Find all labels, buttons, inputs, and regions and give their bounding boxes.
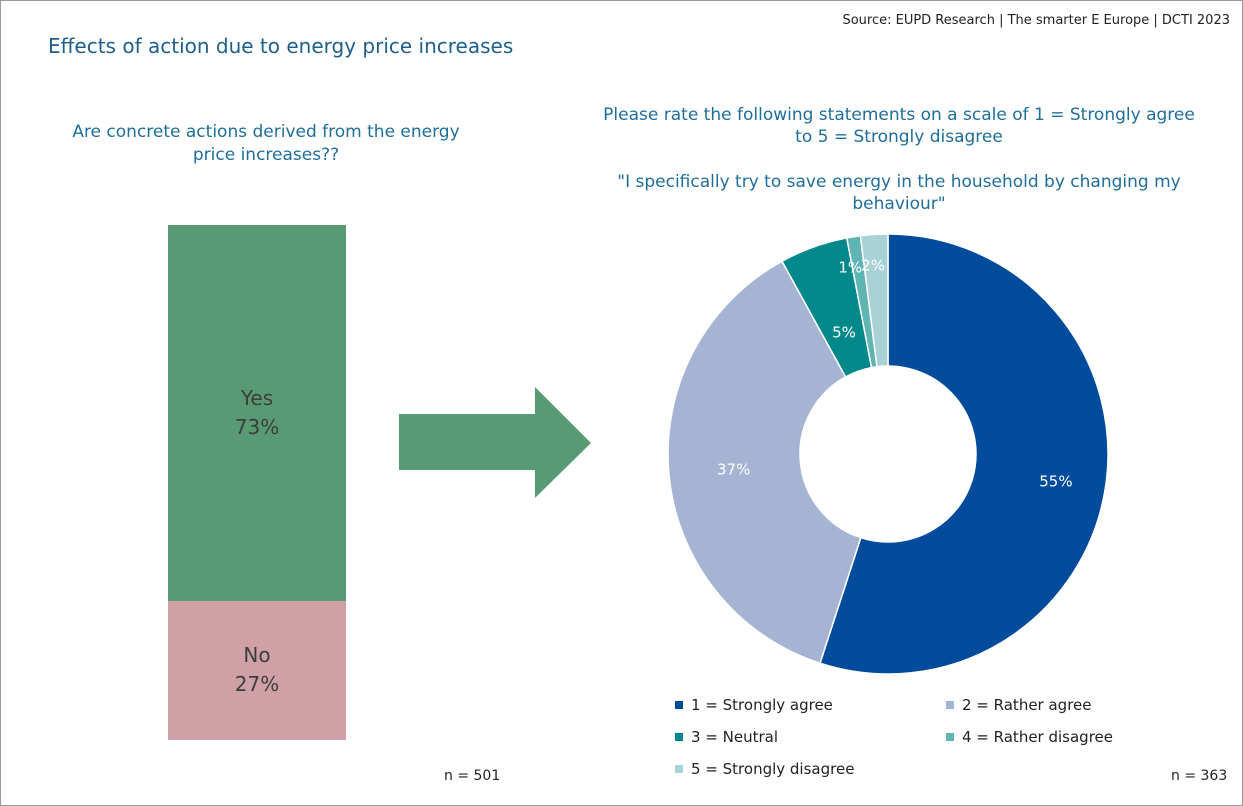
- legend-label: 3 = Neutral: [691, 728, 779, 746]
- legend-swatch: [946, 733, 954, 741]
- arrow-right-icon: [399, 387, 591, 498]
- donut-value-label: 55%: [1039, 473, 1072, 491]
- legend-item: 1 = Strongly agree: [675, 696, 833, 714]
- bar-chart-title: Are concrete actions derived from the en…: [72, 122, 460, 165]
- donut-value-label: 5%: [832, 324, 856, 342]
- page-title: Effects of action due to energy price in…: [48, 34, 514, 58]
- legend-label: 4 = Rather disagree: [962, 728, 1113, 746]
- donut-sample-size: n = 363: [1171, 768, 1228, 784]
- legend-item: 4 = Rather disagree: [946, 728, 1113, 746]
- donut-value-label: 1%: [838, 258, 862, 276]
- bar-value-label: 27%: [234, 672, 280, 697]
- legend-item: 5 = Strongly disagree: [675, 760, 854, 778]
- legend-item: 3 = Neutral: [675, 728, 778, 746]
- bar-segment-yes: Yes 73%: [168, 225, 346, 601]
- donut-slice: [819, 233, 1109, 675]
- legend-swatch: [946, 701, 954, 709]
- legend-swatch: [675, 701, 683, 709]
- stacked-bar: Yes 73% No 27%: [168, 225, 346, 740]
- legend-swatch: [675, 733, 683, 741]
- bar-value-label: 73%: [234, 414, 280, 439]
- bar-category-label: Yes: [240, 385, 274, 410]
- donut-slice: [859, 233, 889, 368]
- legend-label: 1 = Strongly agree: [691, 696, 833, 714]
- donut-chart-title: Please rate the following statements on …: [603, 105, 1195, 147]
- donut-value-label: 37%: [717, 461, 750, 479]
- legend-swatch: [675, 765, 683, 773]
- bar-label-yes: Yes 73%: [235, 384, 279, 442]
- donut-slice: [667, 260, 862, 665]
- donut-chart-subtitle: "I specifically try to save energy in th…: [617, 172, 1181, 214]
- bar-sample-size: n = 501: [444, 768, 501, 784]
- donut-chart-header: Please rate the following statements on …: [601, 104, 1197, 215]
- bar-segment-no: No 27%: [168, 600, 346, 740]
- legend-label: 5 = Strongly disagree: [691, 760, 855, 778]
- bar-label-no: No 27%: [235, 641, 279, 699]
- bar-category-label: No: [243, 643, 271, 668]
- source-note: Source: EUPD Research | The smarter E Eu…: [842, 13, 1230, 28]
- donut-value-label: 2%: [861, 256, 885, 274]
- legend-item: 2 = Rather agree: [946, 696, 1092, 714]
- legend-label: 2 = Rather agree: [962, 696, 1092, 714]
